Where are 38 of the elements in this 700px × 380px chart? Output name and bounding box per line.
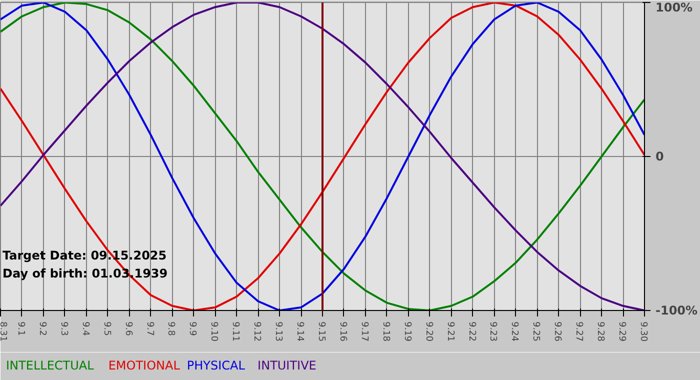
x-tick-label: 9.15 [316,322,326,342]
x-tick-label: 9.18 [380,322,390,342]
x-tick-label: 9.16 [337,322,348,342]
x-tick-label: 9.20 [423,322,434,342]
x-tick-label: 9.6 [122,322,133,336]
x-tick-label: 9.30 [638,322,648,342]
x-tick-label: 9.4 [80,322,90,336]
y-tick-label: 100% [656,0,693,14]
x-tick-label: 9.2 [36,322,47,336]
x-tick-label: 9.26 [552,322,562,342]
x-tick-label: 9.24 [509,322,520,342]
y-tick-label: -100% [656,304,698,318]
x-tick-label: 9.22 [466,322,476,342]
x-tick-label: 9.1 [15,322,26,336]
x-tick-label: 9.19 [402,322,412,342]
x-tick-label: 9.25 [530,322,541,342]
text: INTUITIVE [258,358,316,372]
text: PHYSICAL [186,358,246,372]
x-tick-label: 9.10 [208,322,219,342]
x-tick-label: 9.21 [444,322,455,342]
x-tick-label: 8.31 [0,322,8,342]
y-tick-label: 0 [656,150,664,164]
x-tick-label: 9.8 [166,322,176,336]
text: INTELLECTUAL [6,358,94,372]
x-tick-label: 9.17 [358,322,369,342]
x-tick-label: 9.9 [187,322,198,336]
x-tick-label: 9.7 [144,322,154,336]
x-tick-label: 9.28 [595,322,606,342]
x-tick-label: 9.27 [574,322,584,342]
x-tick-label: 9.12 [252,322,262,342]
x-tick-label: 9.3 [58,322,68,336]
x-tick-label: 9.29 [616,322,627,342]
x-tick-label: 9.23 [488,322,498,342]
x-tick-label: 9.14 [294,322,305,342]
x-tick-label: 9.13 [273,322,284,342]
text: EMOTIONAL [108,358,180,372]
x-tick-label: 9.5 [101,322,112,336]
x-tick-label: 9.11 [230,322,240,342]
